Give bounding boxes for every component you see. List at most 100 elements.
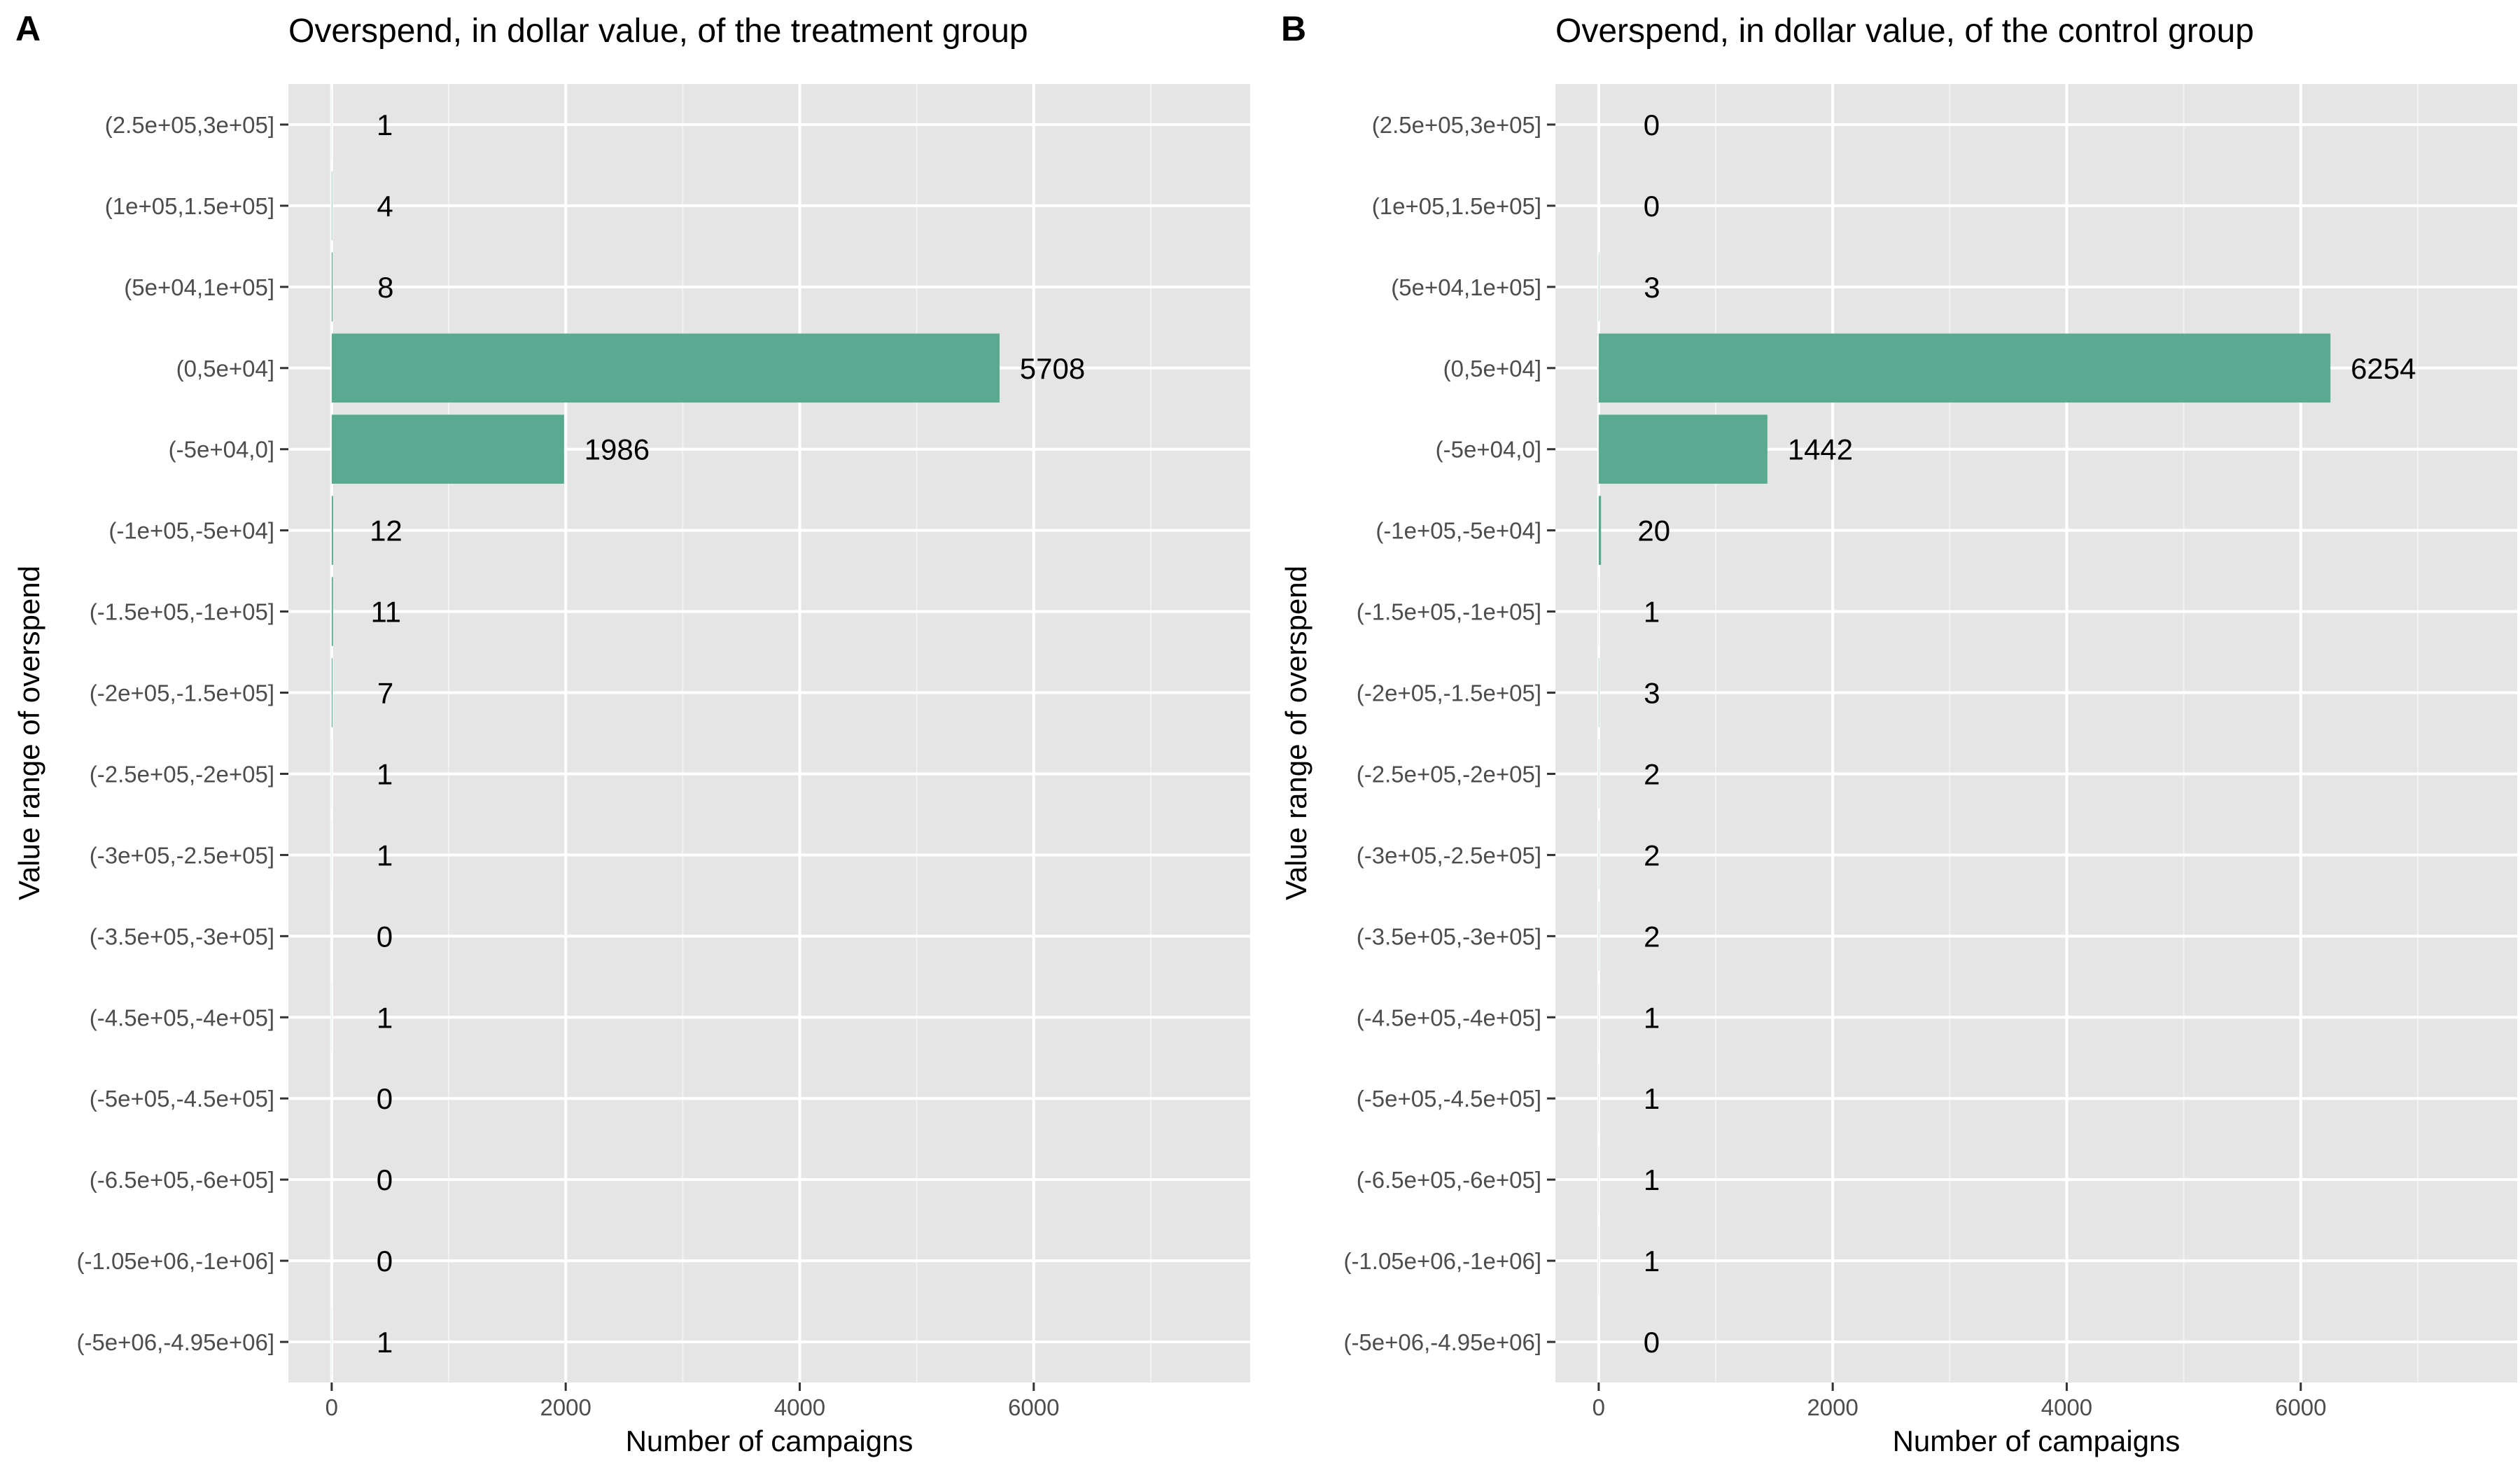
panel-b-bar-value-label: 1	[1644, 1245, 1660, 1278]
panel-b-x-tick-label: 4000	[2041, 1394, 2092, 1420]
panel-b-bar-value-label: 1	[1644, 1001, 1660, 1034]
panel-b-bar	[1598, 414, 1768, 484]
panel-a-bar-value-label: 4	[377, 190, 393, 223]
panel-a-y-tick-label: (-5e+05,-4.5e+05]	[90, 1086, 274, 1112]
panel-b-bar-value-label: 1	[1644, 1082, 1660, 1115]
panel-b-y-tick-label: (-2.5e+05,-2e+05]	[1357, 761, 1541, 787]
panel-a-y-tick-label: (0,5e+04]	[176, 356, 274, 382]
panel-b-bar-value-label: 2	[1644, 839, 1660, 872]
panel-b-y-tick-label: (-5e+04,0]	[1436, 437, 1541, 463]
panel-b-bar-value-label: 0	[1644, 108, 1660, 141]
panel-b-bar	[1598, 496, 1602, 565]
panel-b-y-tick-label: (-6.5e+05,-6e+05]	[1357, 1167, 1541, 1193]
panel-b-y-tick-label: (-3.5e+05,-3e+05]	[1357, 923, 1541, 949]
panel-b-bar-value-label: 1	[1644, 1163, 1660, 1196]
panel-b-x-tick-label: 6000	[2275, 1394, 2326, 1420]
panel-b-y-axis: (2.5e+05,3e+05] (1e+05,1.5e+05] (5e+04,1e+…	[1343, 112, 1555, 1355]
panel-b-y-tick-label: (-1e+05,-5e+04]	[1376, 518, 1541, 544]
panel-b-bars: 0 0 3 6254 1442 20 1 3 2 2 2 1 1 1 1 0	[1598, 90, 2416, 1377]
panel-a-bar-value-label: 5708	[1020, 352, 1085, 385]
panel-b-y-tick-label: (-4.5e+05,-4e+05]	[1357, 1004, 1541, 1030]
panel-a-bar	[331, 577, 333, 646]
panel-a-x-tick-label: 6000	[1008, 1394, 1059, 1420]
panel-b-gridlines	[1555, 84, 2517, 1382]
panel-a-bar-value-label: 0	[377, 1082, 393, 1115]
panel-b-title: Overspend, in dollar value, of the contr…	[1555, 13, 2254, 50]
panel-b-y-tick-label: (-2e+05,-1.5e+05]	[1357, 680, 1541, 706]
panel-a-y-tick-label: (1e+05,1.5e+05]	[105, 193, 274, 219]
panel-b-bar-value-label: 0	[1644, 190, 1660, 223]
panel-a-x-tick-label: 4000	[774, 1394, 825, 1420]
panel-a-y-tick-label: (-2.5e+05,-2e+05]	[90, 761, 274, 787]
panel-b-y-axis-title: Value range of overspend	[1280, 566, 1312, 900]
panel-b-plot-area	[1555, 84, 2517, 1382]
panel-a-bar-value-label: 0	[377, 920, 393, 953]
panel-a-bar-value-label: 11	[370, 596, 401, 629]
panel-b-x-tick-label: 2000	[1807, 1394, 1858, 1420]
panel-a-y-tick-label: (-1e+05,-5e+04]	[108, 518, 274, 544]
panel-a-bar-value-label: 1	[377, 108, 393, 141]
panel-b-bar-value-label: 3	[1644, 677, 1660, 710]
panel-b-y-tick-label: (5e+04,1e+05]	[1391, 274, 1541, 300]
panel-a-bar-value-label: 12	[370, 514, 402, 547]
panel-b-x-tick-label: 0	[1592, 1394, 1605, 1420]
panel-a-plot-area	[288, 84, 1250, 1382]
panel-b-y-tick-label: (-3e+05,-2.5e+05]	[1357, 842, 1541, 868]
panel-a-bar-value-label: 0	[377, 1245, 393, 1278]
panel-a-bar-value-label: 1986	[584, 433, 650, 466]
panel-b-y-tick-label: (-1.5e+05,-1e+05]	[1357, 599, 1541, 625]
panel-a-y-tick-label: (-4.5e+05,-4e+05]	[90, 1004, 274, 1030]
panel-a-bar-value-label: 1	[377, 757, 393, 790]
panel-a-title: Overspend, in dollar value, of the treat…	[288, 13, 1028, 50]
panel-a-y-tick-label: (-5e+04,0]	[169, 437, 274, 463]
panel-a-bar	[331, 414, 564, 484]
panel-b-label: B	[1281, 9, 1306, 48]
panel-a-y-tick-label: (-2e+05,-1.5e+05]	[90, 680, 274, 706]
panel-b-bar	[1598, 658, 1600, 727]
panel-a: A Overspend, in dollar value, of the tre…	[13, 9, 1250, 1457]
panel-b-bar-value-label: 1442	[1788, 433, 1853, 466]
panel-a-bar-value-label: 0	[377, 1163, 393, 1196]
panel-a-bar	[331, 496, 333, 565]
panel-b-y-tick-label: (1e+05,1.5e+05]	[1372, 193, 1541, 219]
panel-a-y-tick-label: (-3.5e+05,-3e+05]	[90, 923, 274, 949]
panel-b-bar-value-label: 2	[1644, 757, 1660, 790]
panel-a-x-axis: 0 2000 4000 6000	[326, 1382, 1059, 1420]
panel-a-y-tick-label: (2.5e+05,3e+05]	[105, 112, 274, 138]
panel-b-y-tick-label: (0,5e+04]	[1443, 356, 1541, 382]
panel-a-x-axis-title: Number of campaigns	[626, 1424, 913, 1457]
panel-a-bar-value-label: 1	[377, 1001, 393, 1034]
panel-b-bar	[1598, 333, 2331, 403]
panel-b-y-tick-label: (-1.05e+06,-1e+06]	[1343, 1248, 1541, 1274]
panel-b: B Overspend, in dollar value, of the con…	[1280, 9, 2517, 1457]
panel-b-y-tick-label: (-5e+06,-4.95e+06]	[1343, 1329, 1541, 1355]
panel-a-y-tick-label: (-1.05e+06,-1e+06]	[76, 1248, 274, 1274]
panel-b-bar-value-label: 0	[1644, 1326, 1660, 1359]
panel-a-bar-value-label: 1	[377, 1326, 393, 1359]
panel-a-bar-value-label: 1	[377, 839, 393, 872]
panel-b-bar-value-label: 20	[1637, 514, 1670, 547]
panel-b-x-axis-title: Number of campaigns	[1893, 1424, 2180, 1457]
panel-b-bar-value-label: 1	[1644, 596, 1660, 629]
panel-b-y-tick-label: (2.5e+05,3e+05]	[1372, 112, 1541, 138]
panel-a-y-tick-label: (-5e+06,-4.95e+06]	[76, 1329, 274, 1355]
panel-a-y-tick-label: (-3e+05,-2.5e+05]	[90, 842, 274, 868]
panel-a-label: A	[15, 9, 41, 48]
panel-b-bar	[1598, 252, 1600, 322]
panel-b-y-tick-label: (-5e+05,-4.5e+05]	[1357, 1086, 1541, 1112]
panel-a-bar-value-label: 8	[377, 271, 393, 304]
panel-b-x-axis: 0 2000 4000 6000	[1592, 1382, 2326, 1420]
panel-a-y-tick-label: (-6.5e+05,-6e+05]	[90, 1167, 274, 1193]
panel-a-x-tick-label: 2000	[540, 1394, 591, 1420]
panel-b-bar-value-label: 2	[1644, 920, 1660, 953]
panel-a-y-tick-label: (5e+04,1e+05]	[124, 274, 274, 300]
panel-a-y-axis-title: Value range of overspend	[13, 566, 46, 900]
panel-a-y-axis: (2.5e+05,3e+05] (1e+05,1.5e+05] (5e+04,1e+…	[76, 112, 288, 1355]
panel-a-bar	[331, 333, 1000, 403]
panel-a-bar-value-label: 7	[377, 677, 393, 710]
panel-b-bar-value-label: 3	[1644, 271, 1660, 304]
panel-b-bar-value-label: 6254	[2351, 352, 2416, 385]
panel-a-y-tick-label: (-1.5e+05,-1e+05]	[90, 599, 274, 625]
